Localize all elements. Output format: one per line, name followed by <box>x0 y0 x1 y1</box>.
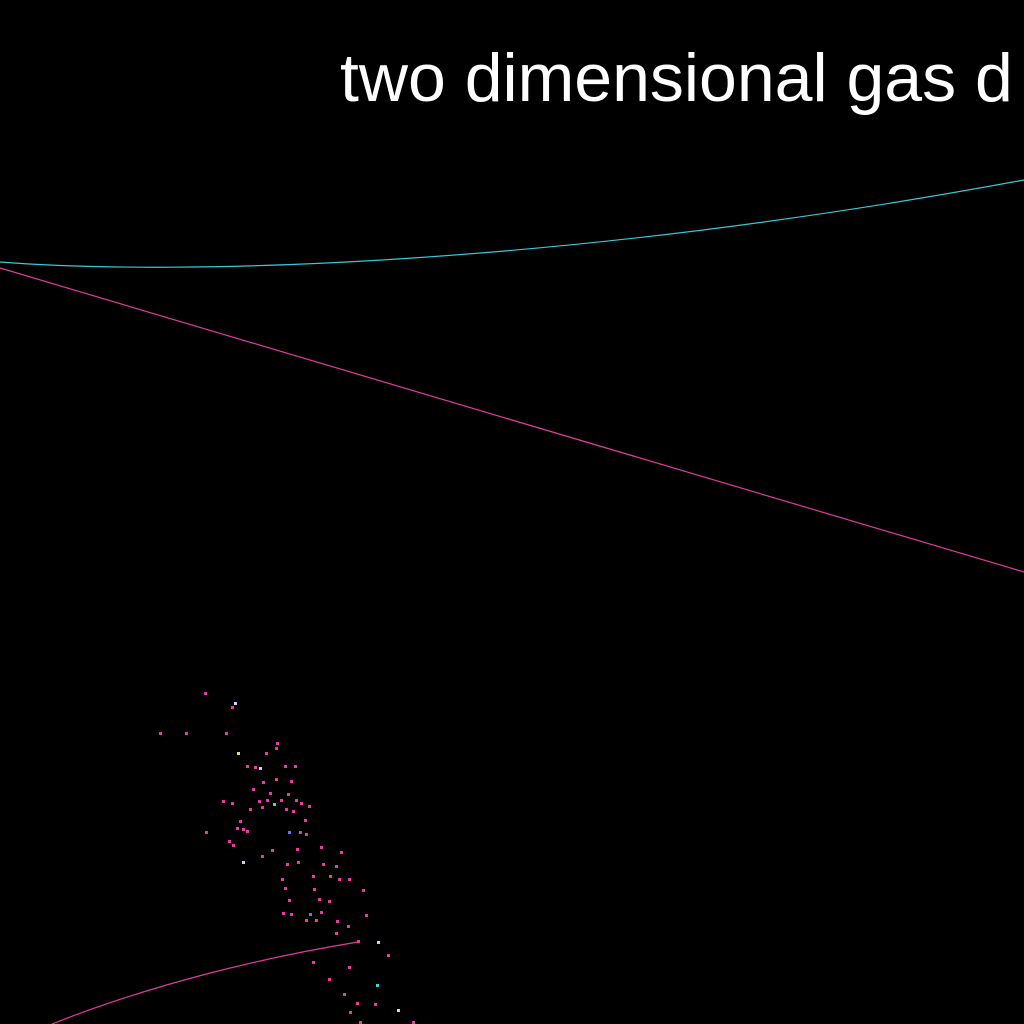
particle <box>228 840 231 843</box>
particle <box>258 800 261 803</box>
particle <box>295 799 298 802</box>
particle <box>280 799 283 802</box>
particle <box>412 1021 415 1024</box>
particle <box>328 900 331 903</box>
particle <box>329 875 332 878</box>
particle <box>290 913 293 916</box>
particle <box>204 692 207 695</box>
particle <box>357 940 360 943</box>
particle <box>335 865 338 868</box>
particle <box>294 765 297 768</box>
particle <box>236 827 239 830</box>
particle <box>387 954 390 957</box>
particle <box>359 1021 362 1024</box>
particle <box>313 888 316 891</box>
particle <box>273 803 276 806</box>
particle <box>231 802 234 805</box>
particle <box>376 984 379 987</box>
particle <box>281 878 284 881</box>
particle <box>348 966 351 969</box>
particle <box>349 1011 352 1014</box>
particle <box>312 961 315 964</box>
particle <box>300 802 303 805</box>
particle <box>287 793 290 796</box>
particle-cluster <box>159 692 415 1024</box>
particle <box>328 978 331 981</box>
particle <box>297 861 300 864</box>
particle <box>374 1003 377 1006</box>
particle <box>282 912 285 915</box>
cyan-trajectory <box>0 179 1024 268</box>
particle <box>222 800 225 803</box>
particle <box>242 828 245 831</box>
particle <box>205 831 208 834</box>
particle <box>261 806 264 809</box>
particle <box>262 781 265 784</box>
particle <box>299 831 302 834</box>
particle <box>336 920 339 923</box>
particle <box>347 925 350 928</box>
particle <box>249 808 252 811</box>
particle <box>269 792 272 795</box>
particle <box>288 899 291 902</box>
particle <box>246 830 249 833</box>
particle <box>320 911 323 914</box>
particle <box>246 765 249 768</box>
particle <box>265 752 268 755</box>
particle <box>340 851 343 854</box>
particle <box>318 898 321 901</box>
particle <box>322 863 325 866</box>
particle <box>309 913 312 916</box>
particle <box>261 855 264 858</box>
particle <box>365 914 368 917</box>
particle <box>343 993 346 996</box>
particle <box>284 887 287 890</box>
particle <box>335 932 338 935</box>
page-title: two dimensional gas d <box>340 40 1013 116</box>
particle <box>315 919 318 922</box>
particle <box>275 747 278 750</box>
particle <box>288 831 291 834</box>
particle <box>266 799 269 802</box>
particle <box>254 766 257 769</box>
particle <box>308 805 311 808</box>
particle <box>312 875 315 878</box>
particle <box>225 732 228 735</box>
particle <box>242 861 245 864</box>
particle <box>275 778 278 781</box>
particle <box>234 702 237 705</box>
magenta-trajectory <box>0 267 1024 573</box>
particle <box>362 889 365 892</box>
particle <box>292 810 295 813</box>
particle <box>159 732 162 735</box>
particle <box>348 878 351 881</box>
particle <box>232 844 235 847</box>
particle <box>237 752 240 755</box>
particle <box>271 849 274 852</box>
particle <box>338 878 341 881</box>
particle <box>397 1009 400 1012</box>
particle <box>305 833 308 836</box>
particle <box>377 941 380 944</box>
particle <box>286 863 289 866</box>
particle <box>231 706 234 709</box>
particle <box>356 1002 359 1005</box>
particle <box>276 742 279 745</box>
particle <box>304 819 307 822</box>
particle <box>290 780 293 783</box>
particle <box>320 846 323 849</box>
particle <box>296 848 299 851</box>
particle <box>259 767 262 770</box>
lower-magenta-trajectory <box>51 941 359 1024</box>
particle <box>305 919 308 922</box>
particle <box>285 808 288 811</box>
particle <box>239 820 242 823</box>
particle <box>185 732 188 735</box>
particle <box>284 765 287 768</box>
particle <box>252 788 255 791</box>
